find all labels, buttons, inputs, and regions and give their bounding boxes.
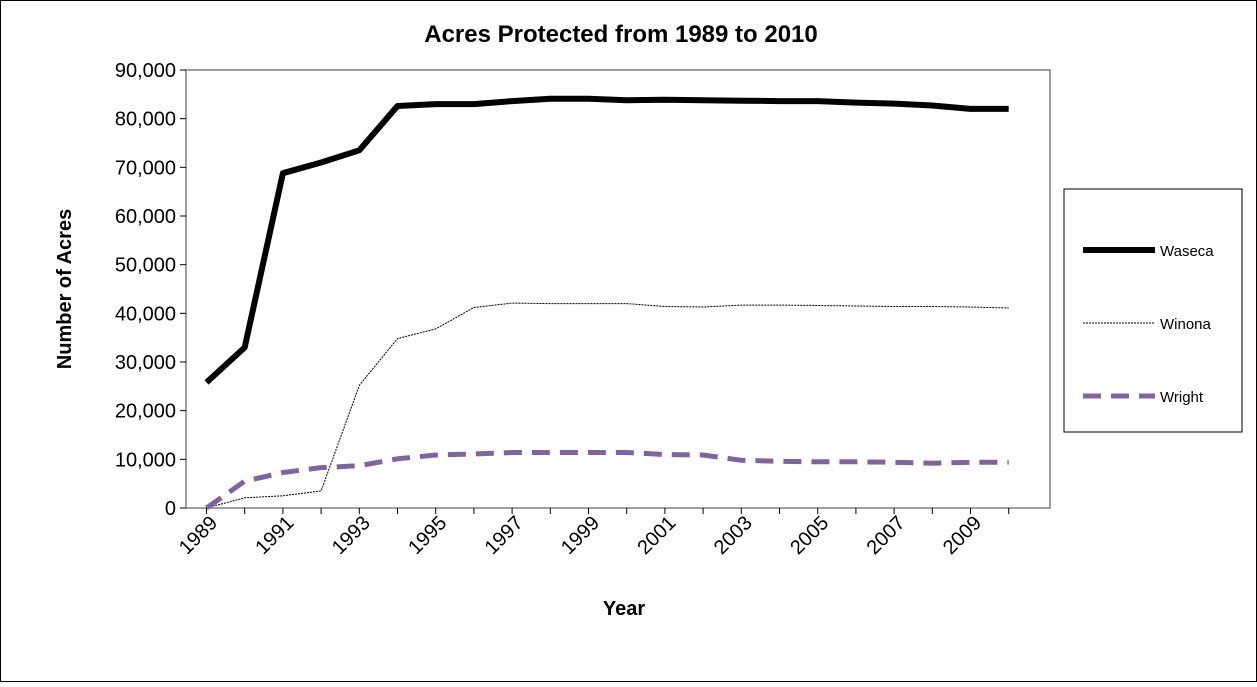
- chart-title: Acres Protected from 1989 to 2010: [424, 21, 818, 48]
- legend-label-wright: Wright: [1160, 389, 1204, 406]
- series-lines: [204, 95, 1009, 511]
- plot-area: [185, 69, 1051, 509]
- y-tick-label: 10,000: [115, 449, 176, 471]
- legend: Waseca Winona Wright: [1063, 188, 1243, 433]
- y-tick-label: 60,000: [115, 206, 176, 228]
- y-tick-label: 30,000: [115, 352, 176, 374]
- x-axis-label: Year: [603, 598, 645, 620]
- series-line-winona: [206, 302, 1009, 509]
- y-tick-label: 90,000: [115, 60, 176, 82]
- series-line-wright: [205, 450, 1009, 511]
- legend-label-waseca: Waseca: [1160, 243, 1214, 260]
- y-tick-label: 0: [165, 498, 176, 520]
- y-tick-label: 40,000: [115, 303, 176, 325]
- y-tick-label: 70,000: [115, 157, 176, 179]
- y-axis: 0 10,000 20,000 30,000 40,000 50,000 60,000 70,…: [115, 60, 186, 520]
- y-tick-label: 80,000: [115, 109, 176, 131]
- y-axis-label: Number of Acres: [54, 209, 76, 369]
- y-tick-label: 20,000: [115, 401, 176, 423]
- y-tick-label: 50,000: [115, 255, 176, 277]
- legend-box: [1063, 188, 1243, 433]
- legend-label-winona: Winona: [1160, 316, 1212, 333]
- series-line-waseca: [204, 95, 1009, 385]
